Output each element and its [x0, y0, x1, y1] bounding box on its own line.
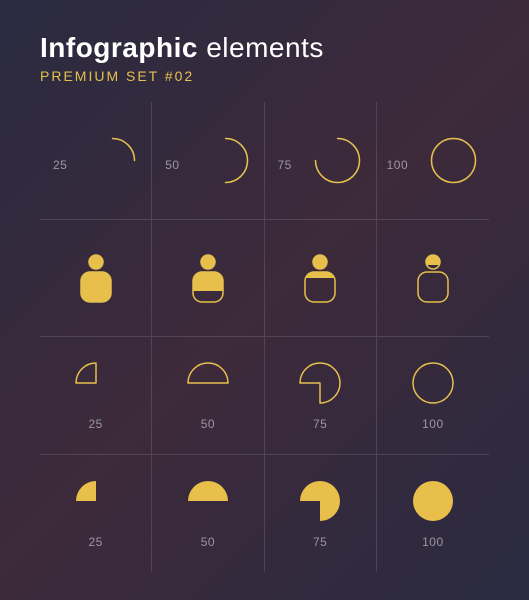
pie-outline-cell: 75	[265, 337, 377, 455]
pie-fill-icon	[72, 477, 120, 525]
pie-outline-icon	[72, 359, 120, 407]
person-fill-cell	[40, 220, 152, 338]
pie-outline-label: 100	[422, 417, 444, 431]
pie-outline-icon	[409, 359, 457, 407]
subtitle: PREMIUM SET #02	[40, 68, 489, 84]
arc-progress-cell: 100	[377, 102, 489, 220]
arc-progress-label: 75	[277, 158, 291, 172]
person-fill-icon	[413, 252, 453, 304]
arc-progress-icon	[87, 135, 138, 186]
page-title: Infographic elements	[40, 32, 489, 64]
arc-progress-icon	[428, 135, 479, 186]
pie-outline-cell: 100	[377, 337, 489, 455]
pie-outline-icon	[184, 359, 232, 407]
pie-outline-label: 25	[88, 417, 102, 431]
pie-fill-icon	[184, 477, 232, 525]
pie-fill-label: 75	[313, 535, 327, 549]
header: Infographic elements PREMIUM SET #02	[0, 0, 529, 102]
arc-progress-cell: 25	[40, 102, 152, 220]
pie-fill-label: 50	[201, 535, 215, 549]
arc-progress-icon	[200, 135, 251, 186]
pie-fill-label: 25	[88, 535, 102, 549]
pie-fill-label: 100	[422, 535, 444, 549]
arc-progress-icon	[312, 135, 363, 186]
arc-progress-cell: 50	[152, 102, 264, 220]
person-fill-icon	[76, 252, 116, 304]
pie-outline-cell: 25	[40, 337, 152, 455]
arc-progress-label: 25	[53, 158, 67, 172]
person-fill-icon	[188, 252, 228, 304]
pie-fill-cell: 75	[265, 455, 377, 573]
title-light: elements	[206, 32, 324, 63]
person-fill-cell	[265, 220, 377, 338]
arc-progress-label: 100	[387, 158, 409, 172]
title-bold: Infographic	[40, 32, 198, 63]
icon-grid: 25 50 75 100	[40, 102, 489, 572]
pie-fill-icon	[409, 477, 457, 525]
person-fill-cell	[377, 220, 489, 338]
arc-progress-cell: 75	[265, 102, 377, 220]
person-fill-icon	[300, 252, 340, 304]
pie-outline-label: 50	[201, 417, 215, 431]
pie-outline-label: 75	[313, 417, 327, 431]
pie-outline-icon	[296, 359, 344, 407]
pie-fill-cell: 100	[377, 455, 489, 573]
pie-fill-cell: 50	[152, 455, 264, 573]
pie-outline-cell: 50	[152, 337, 264, 455]
arc-progress-label: 50	[165, 158, 179, 172]
pie-fill-cell: 25	[40, 455, 152, 573]
pie-fill-icon	[296, 477, 344, 525]
person-fill-cell	[152, 220, 264, 338]
